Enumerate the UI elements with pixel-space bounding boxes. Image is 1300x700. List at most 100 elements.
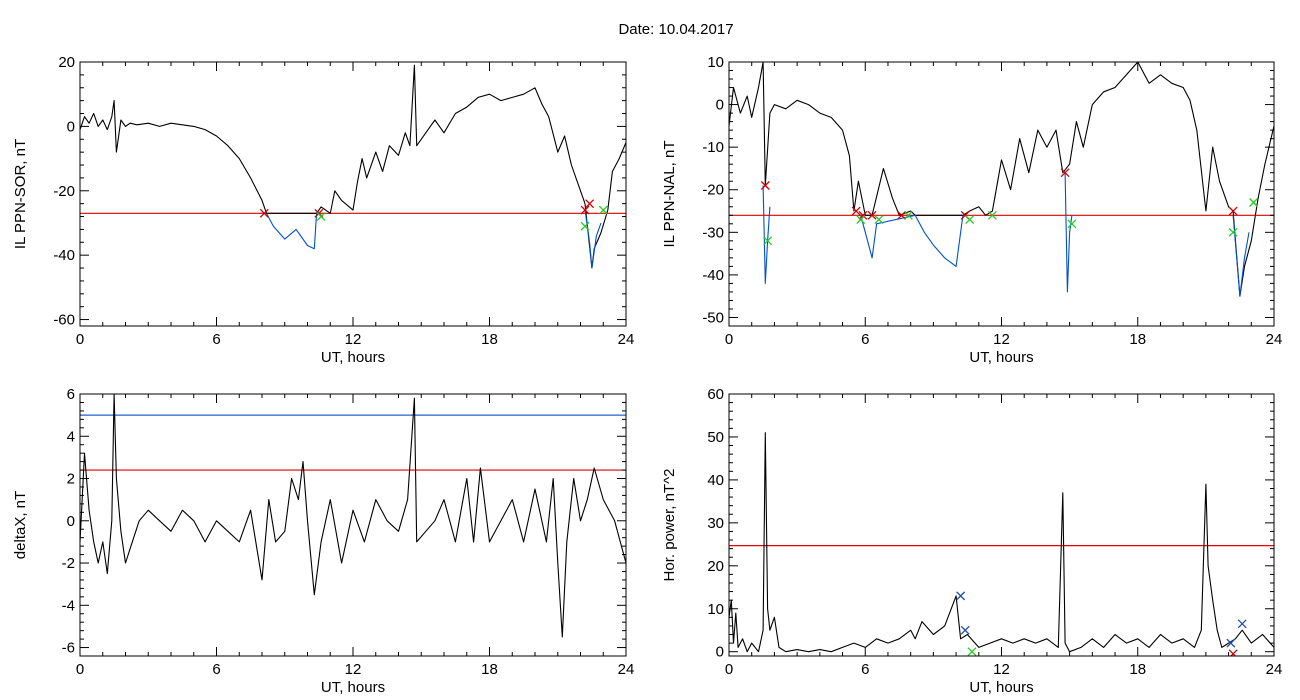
data-marker: [1228, 227, 1238, 237]
y-tick-label: 6: [67, 386, 75, 403]
marker-stroke: [960, 625, 970, 635]
data-marker: [1249, 198, 1259, 207]
x-tick-label: 12: [345, 661, 362, 678]
data-marker: [760, 181, 770, 190]
marker-stroke: [585, 199, 595, 209]
x-tick-label: 18: [481, 331, 498, 348]
data-marker: [967, 647, 977, 656]
data-marker: [763, 236, 773, 246]
marker-stroke: [1060, 168, 1070, 178]
chart-panel-sor: 0 6 12 18 24 -60 -40 -20 0 20 UT, hours IL PPN-SOR,…: [12, 54, 634, 366]
x-tick-label: 6: [861, 331, 869, 348]
data-marker: [987, 210, 997, 220]
y-tick-label: 0: [67, 118, 75, 135]
y-tick-label: -10: [702, 139, 724, 156]
x-tick-label: 6: [212, 661, 220, 678]
marker-stroke: [960, 210, 970, 220]
y-axis-title: IL PPN-SOR, nT: [12, 139, 29, 249]
page-title: Date: 10.04.2017: [618, 21, 733, 38]
x-axis-title: UT, hours: [321, 349, 385, 366]
y-tick-label: 10: [707, 601, 724, 618]
data-marker: [851, 206, 861, 216]
marker-stroke: [1228, 206, 1238, 216]
marker-stroke: [965, 215, 975, 225]
series-line: [729, 432, 1274, 653]
x-tick-label: 12: [993, 661, 1010, 678]
x-tick-label: 24: [1266, 331, 1283, 348]
marker-stroke: [314, 208, 324, 218]
y-tick-label: 40: [707, 472, 724, 489]
data-marker: [259, 208, 269, 218]
chart-panel-power: 0 6 12 18 24 0 10 20 30 40 50 60 UT, hours Hor. power…: [661, 386, 1282, 696]
data-marker: [956, 591, 966, 601]
x-tick-label: 24: [1266, 661, 1283, 678]
data-marker: [867, 210, 877, 220]
x-axis-title: UT, hours: [321, 679, 385, 696]
marker-stroke: [956, 591, 966, 601]
x-tick-label: 6: [212, 331, 220, 348]
marker-stroke: [1226, 638, 1236, 648]
chart-panel-nal: 0 6 12 18 24 -50 -40 -30 -20 -10 0 10 UT, hours IL PP…: [661, 54, 1282, 366]
marker-stroke: [1230, 649, 1238, 656]
x-axis-title: UT, hours: [969, 349, 1033, 366]
data-marker: [874, 215, 884, 225]
data-marker: [580, 205, 590, 215]
marker-stroke: [856, 215, 866, 225]
y-tick-label: 0: [67, 513, 75, 530]
x-axis-title: UT, hours: [969, 679, 1033, 696]
y-tick-label: 20: [707, 558, 724, 575]
marker-stroke: [1067, 219, 1077, 229]
data-marker: [1226, 638, 1236, 648]
y-tick-label: -40: [53, 247, 75, 264]
marker-stroke: [967, 647, 977, 656]
data-marker: [858, 210, 868, 220]
x-tick-label: 24: [618, 661, 635, 678]
y-axis-title: Hor. power, nT^2: [661, 469, 678, 582]
plot-area: [80, 64, 626, 269]
marker-stroke: [598, 205, 608, 215]
y-tick-label: 20: [58, 54, 75, 71]
data-marker: [897, 210, 907, 220]
data-marker: [1228, 206, 1238, 216]
x-tick-label: 18: [1129, 661, 1146, 678]
marker-stroke: [760, 181, 770, 190]
series-line: [762, 185, 771, 284]
series-line: [266, 213, 318, 250]
y-tick-label: 60: [707, 386, 724, 403]
y-tick-label: 10: [707, 54, 724, 71]
marker-stroke: [259, 208, 269, 218]
y-tick-label: -4: [62, 597, 75, 614]
marker-stroke: [987, 210, 997, 220]
y-tick-label: 2: [67, 471, 75, 488]
y-axis-title: deltaX, nT: [12, 491, 29, 559]
series-line: [584, 210, 602, 269]
y-tick-label: 50: [707, 429, 724, 446]
x-tick-label: 24: [618, 331, 635, 348]
data-marker: [960, 625, 970, 635]
y-tick-label: -6: [62, 640, 75, 657]
y-tick-label: 30: [707, 515, 724, 532]
plot-area: [80, 394, 626, 638]
marker-stroke: [897, 210, 907, 220]
data-marker: [1060, 168, 1070, 178]
marker-stroke: [1249, 198, 1259, 207]
x-tick-label: 18: [1129, 331, 1146, 348]
x-tick-label: 0: [76, 331, 84, 348]
series-line: [1064, 172, 1073, 293]
x-tick-label: 0: [725, 331, 733, 348]
y-tick-label: -2: [62, 555, 75, 572]
data-marker: [598, 205, 608, 215]
marker-stroke: [763, 236, 773, 246]
series-line: [860, 214, 964, 267]
y-tick-label: -50: [702, 309, 724, 326]
plot-area: [729, 432, 1274, 656]
y-tick-label: 0: [716, 97, 724, 114]
data-marker: [965, 215, 975, 225]
x-tick-label: 0: [76, 661, 84, 678]
y-tick-label: -40: [702, 267, 724, 284]
x-tick-label: 12: [993, 331, 1010, 348]
marker-stroke: [851, 206, 861, 216]
y-tick-label: -30: [702, 224, 724, 241]
marker-stroke: [1237, 619, 1247, 629]
